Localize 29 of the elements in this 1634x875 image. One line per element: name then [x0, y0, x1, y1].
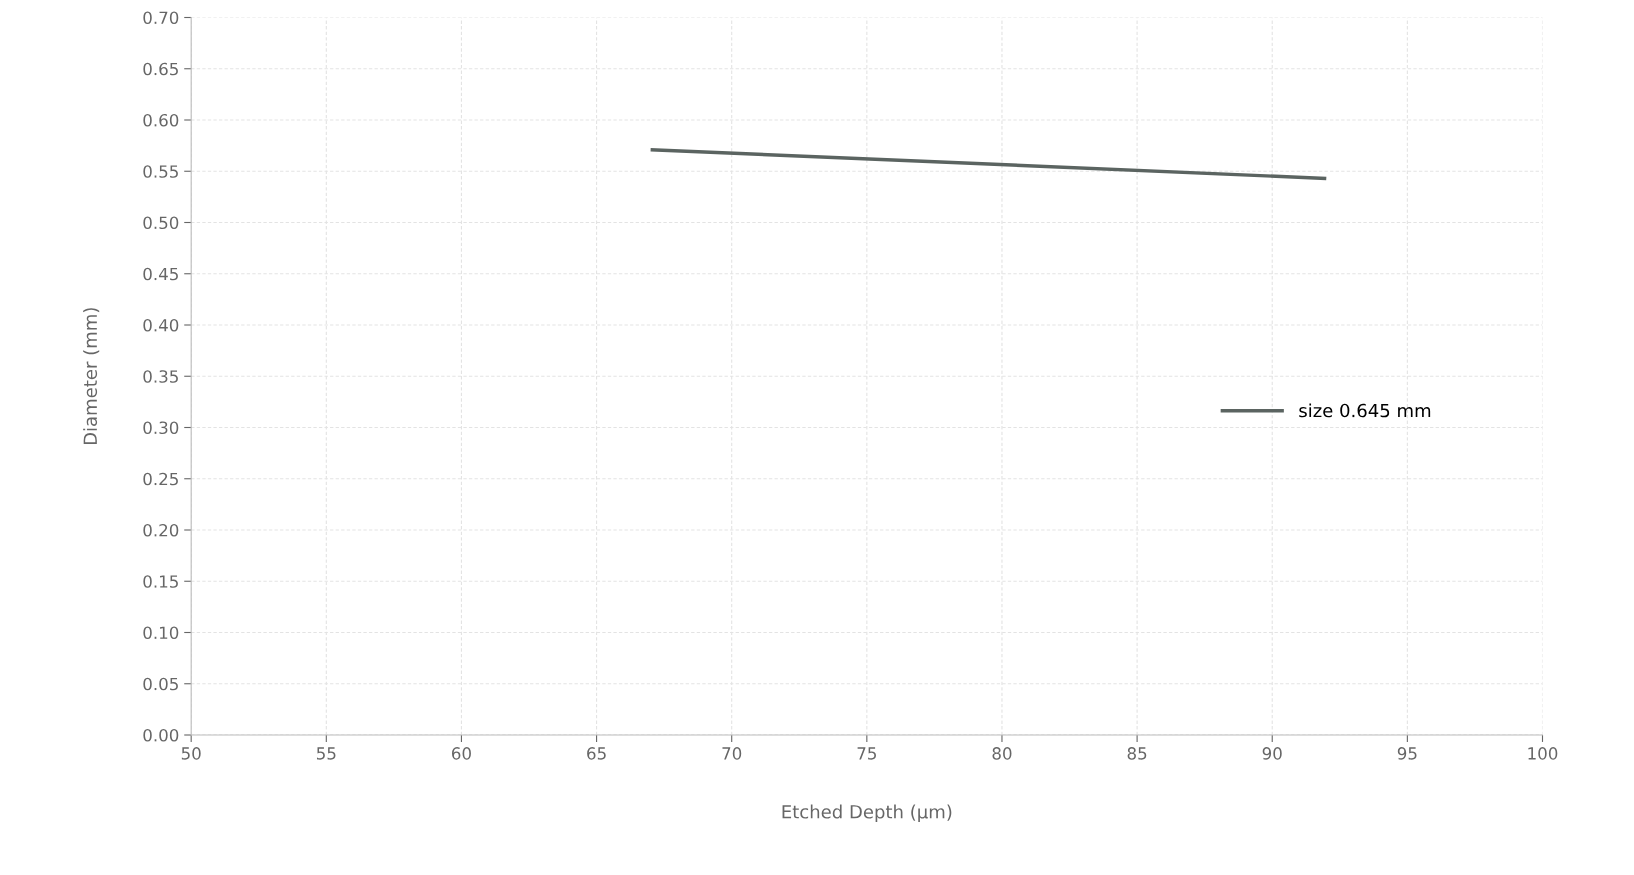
legend-label: size 0.645 mm	[1299, 403, 1431, 418]
x-tick-label: 60	[452, 747, 471, 760]
x-tick-label: 70	[722, 747, 742, 760]
y-tick-label: 0.05	[143, 677, 178, 691]
y-tick-label: 0.55	[143, 165, 178, 178]
y-tick-label: 0.50	[143, 216, 179, 230]
x-tick-label: 50	[181, 747, 201, 760]
x-tick-label: 90	[1262, 747, 1282, 760]
x-tick-label: 80	[992, 747, 1012, 760]
x-tick-label: 95	[1397, 747, 1417, 760]
y-tick-label: 0.10	[143, 626, 179, 640]
y-tick-label: 0.60	[143, 113, 179, 127]
x-axis-title: Etched Depth (µm)	[782, 804, 952, 823]
y-tick-label: 0.30	[143, 421, 179, 435]
x-tick-label: 65	[587, 747, 606, 760]
y-axis-title: Diameter (mm)	[83, 308, 100, 445]
y-tick-label: 0.20	[143, 523, 179, 537]
x-tick-label: 100	[1528, 747, 1558, 760]
y-tick-label: 0.35	[143, 370, 178, 383]
y-tick-label: 0.00	[143, 728, 179, 742]
x-tick-label: 55	[316, 747, 336, 760]
x-tick-label: 75	[857, 747, 876, 760]
y-tick-label: 0.25	[143, 472, 178, 486]
y-tick-label: 0.40	[143, 318, 179, 332]
x-tick-label: 85	[1127, 747, 1147, 760]
y-tick-label: 0.65	[143, 62, 178, 76]
y-tick-label: 0.70	[143, 11, 179, 25]
y-tick-label: 0.15	[143, 575, 178, 588]
y-tick-label: 0.45	[143, 267, 178, 281]
